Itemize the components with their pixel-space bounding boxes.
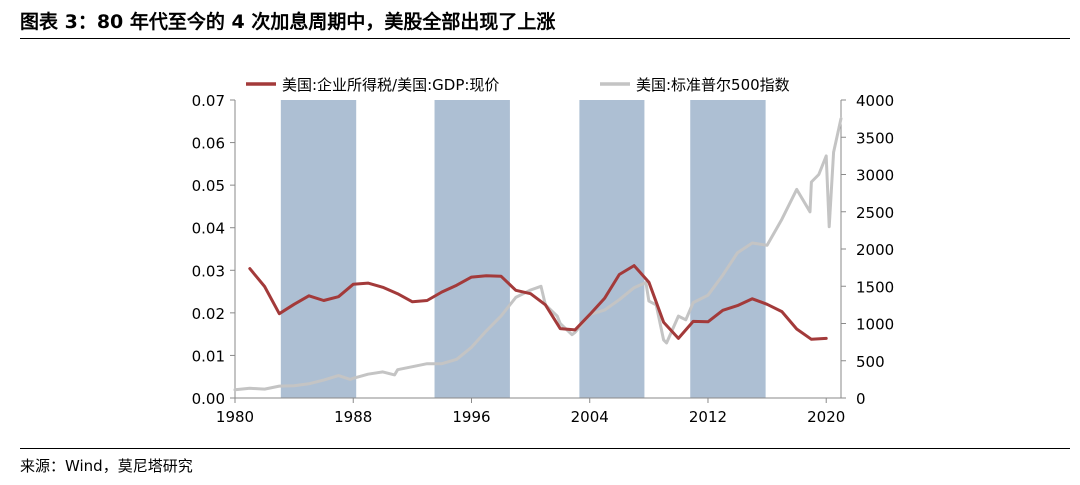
shaded-periods [280, 100, 766, 398]
y-left-tick-label: 0.04 [192, 220, 225, 238]
shaded-period-2 [434, 100, 510, 398]
title-underline [20, 38, 1070, 39]
legend-label-tax-ratio: 美国:企业所得税/美国:GDP:现价 [282, 76, 499, 94]
footer-rule [20, 448, 1070, 449]
source-note: 来源：Wind，莫尼塔研究 [20, 457, 193, 475]
tax-ratio-series-line [248, 264, 828, 341]
figure-title: 图表 3：80 年代至今的 4 次加息周期中，美股全部出现了上涨 [20, 11, 556, 33]
y-right-tick-label: 500 [856, 353, 885, 371]
sp500-series-line [233, 117, 843, 392]
x-tick-label: 1980 [216, 408, 254, 426]
y-left-tick-label: 0.07 [192, 92, 225, 110]
y-right-tick-label: 2500 [856, 204, 894, 222]
y-left-tick-label: 0.05 [192, 177, 225, 195]
y-right-tick-label: 1500 [856, 278, 894, 296]
y-right-tick-label: 3500 [856, 129, 894, 147]
series-lines [233, 117, 843, 392]
y-left-tick-label: 0.06 [192, 135, 225, 153]
y-right-tick-label: 0 [856, 390, 866, 408]
y-right-tick-label: 2000 [856, 241, 894, 259]
axes: 0.00 0.01 0.02 0.03 0.04 0.05 0.06 0.07 0 500 1000… [192, 92, 895, 426]
x-tick-label: 2020 [807, 408, 845, 426]
chart: 0.00 0.01 0.02 0.03 0.04 0.05 0.06 0.07 0 500 1000… [192, 76, 895, 426]
legend: 美国:企业所得税/美国:GDP:现价 美国:标准普尔500指数 [246, 76, 790, 94]
x-tick-label: 2012 [689, 408, 727, 426]
shaded-period-1 [280, 100, 357, 398]
y-right-tick-label: 4000 [856, 92, 894, 110]
x-tick-label: 1988 [334, 408, 372, 426]
y-left-tick-label: 0.01 [192, 347, 225, 365]
y-left-tick-label: 0.00 [192, 390, 225, 408]
y-left-tick-label: 0.02 [192, 305, 225, 323]
x-tick-label: 2004 [571, 408, 609, 426]
y-right-tick-label: 1000 [856, 316, 894, 334]
y-left-tick-label: 0.03 [192, 262, 225, 280]
legend-label-sp500: 美国:标准普尔500指数 [636, 76, 790, 94]
y-right-tick-label: 3000 [856, 167, 894, 185]
x-tick-label: 1996 [452, 408, 490, 426]
shaded-period-4 [690, 100, 766, 398]
shaded-period-3 [579, 100, 645, 398]
